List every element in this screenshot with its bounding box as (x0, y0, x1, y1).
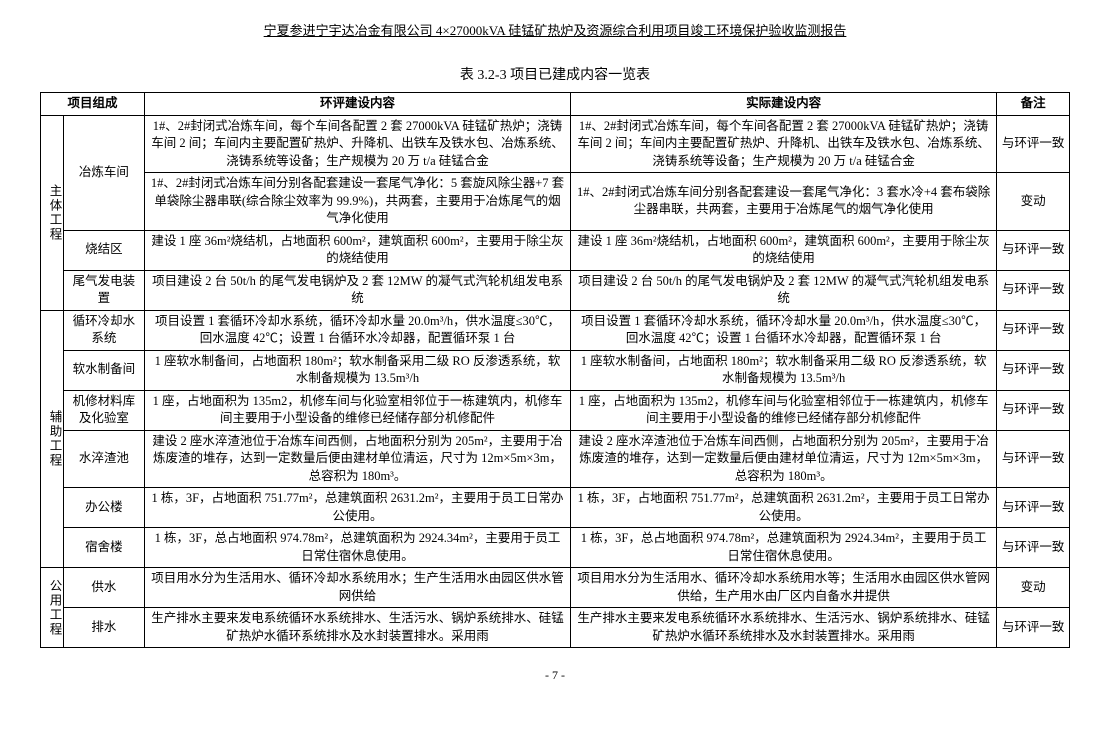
cell-note: 与环评一致 (997, 528, 1070, 568)
sub-smelting: 冶炼车间 (63, 115, 144, 230)
cell-eia: 项目建设 2 台 50t/h 的尾气发电锅炉及 2 套 12MW 的凝气式汽轮机… (144, 270, 570, 310)
cell-act: 1#、2#封闭式冶炼车间，每个车间各配置 2 套 27000kVA 硅锰矿热炉；… (571, 115, 997, 173)
cell-note: 与环评一致 (997, 270, 1070, 310)
table-row: 公用工程 供水 项目用水分为生活用水、循环冷却水系统用水；生产生活用水由园区供水… (41, 568, 1070, 608)
cell-act: 1#、2#封闭式冶炼车间分别各配套建设一套尾气净化：3 套水冷+4 套布袋除尘器… (571, 173, 997, 231)
cell-note: 与环评一致 (997, 608, 1070, 648)
sub-office: 办公楼 (63, 488, 144, 528)
col-header-actual: 实际建设内容 (571, 93, 997, 116)
cell-note: 与环评一致 (997, 230, 1070, 270)
cell-note: 与环评一致 (997, 430, 1070, 488)
cell-eia: 项目设置 1 套循环冷却水系统，循环冷却水量 20.0m³/h，供水温度≤30℃… (144, 310, 570, 350)
table-row: 水淬渣池 建设 2 座水淬渣池位于冶炼车间西侧，占地面积分别为 205m²，主要… (41, 430, 1070, 488)
cell-note: 与环评一致 (997, 488, 1070, 528)
cell-note: 与环评一致 (997, 390, 1070, 430)
page-number: - 7 - (40, 668, 1070, 683)
cell-eia: 建设 1 座 36m²烧结机，占地面积 600m²，建筑面积 600m²，主要用… (144, 230, 570, 270)
cell-eia: 项目用水分为生活用水、循环冷却水系统用水；生产生活用水由园区供水管网供给 (144, 568, 570, 608)
sub-softwater: 软水制备间 (63, 350, 144, 390)
sub-repair: 机修材料库及化验室 (63, 390, 144, 430)
sub-dorm: 宿舍楼 (63, 528, 144, 568)
cell-act: 1 座，占地面积为 135m2，机修车间与化验室相邻位于一栋建筑内，机修车间主要… (571, 390, 997, 430)
table-row: 排水 生产排水主要来发电系统循环水系统排水、生活污水、锅炉系统排水、硅锰矿热炉水… (41, 608, 1070, 648)
table-row: 烧结区 建设 1 座 36m²烧结机，占地面积 600m²，建筑面积 600m²… (41, 230, 1070, 270)
cell-eia: 1 座，占地面积为 135m2，机修车间与化验室相邻位于一栋建筑内，机修车间主要… (144, 390, 570, 430)
table-header-row: 项目组成 环评建设内容 实际建设内容 备注 (41, 93, 1070, 116)
cell-note: 与环评一致 (997, 350, 1070, 390)
cell-act: 1 栋，3F，占地面积 751.77m²，总建筑面积 2631.2m²，主要用于… (571, 488, 997, 528)
cell-eia: 1#、2#封闭式冶炼车间分别各配套建设一套尾气净化：5 套旋风除尘器+7 套单袋… (144, 173, 570, 231)
col-header-eia: 环评建设内容 (144, 93, 570, 116)
table-row: 办公楼 1 栋，3F，占地面积 751.77m²，总建筑面积 2631.2m²，… (41, 488, 1070, 528)
sub-watersupply: 供水 (63, 568, 144, 608)
sub-slag: 水淬渣池 (63, 430, 144, 488)
content-table: 项目组成 环评建设内容 实际建设内容 备注 主体工程 冶炼车间 1#、2#封闭式… (40, 92, 1070, 648)
cell-act: 1 座软水制备间，占地面积 180m²；软水制备采用二级 RO 反渗透系统，软水… (571, 350, 997, 390)
table-row: 主体工程 冶炼车间 1#、2#封闭式冶炼车间，每个车间各配置 2 套 27000… (41, 115, 1070, 173)
page-header-title: 宁夏参进宁宇达冶金有限公司 4×27000kVA 硅锰矿热炉及资源综合利用项目竣… (40, 20, 1070, 39)
table-row: 辅助工程 循环冷却水系统 项目设置 1 套循环冷却水系统，循环冷却水量 20.0… (41, 310, 1070, 350)
table-row: 尾气发电装置 项目建设 2 台 50t/h 的尾气发电锅炉及 2 套 12MW … (41, 270, 1070, 310)
group-public: 公用工程 (41, 568, 64, 648)
cell-act: 项目用水分为生活用水、循环冷却水系统用水等；生活用水由园区供水管网供给，生产用水… (571, 568, 997, 608)
table-row: 1#、2#封闭式冶炼车间分别各配套建设一套尾气净化：5 套旋风除尘器+7 套单袋… (41, 173, 1070, 231)
cell-eia: 建设 2 座水淬渣池位于冶炼车间西侧，占地面积分别为 205m²，主要用于冶炼废… (144, 430, 570, 488)
cell-act: 项目设置 1 套循环冷却水系统，循环冷却水量 20.0m³/h，供水温度≤30℃… (571, 310, 997, 350)
table-row: 机修材料库及化验室 1 座，占地面积为 135m2，机修车间与化验室相邻位于一栋… (41, 390, 1070, 430)
table-caption: 表 3.2-3 项目已建成内容一览表 (40, 64, 1070, 84)
cell-act: 建设 1 座 36m²烧结机，占地面积 600m²，建筑面积 600m²，主要用… (571, 230, 997, 270)
table-row: 宿舍楼 1 栋，3F，总占地面积 974.78m²，总建筑面积为 2924.34… (41, 528, 1070, 568)
cell-act: 生产排水主要来发电系统循环水系统排水、生活污水、锅炉系统排水、硅锰矿热炉水循环系… (571, 608, 997, 648)
table-row: 软水制备间 1 座软水制备间，占地面积 180m²；软水制备采用二级 RO 反渗… (41, 350, 1070, 390)
sub-cooling: 循环冷却水系统 (63, 310, 144, 350)
cell-eia: 1#、2#封闭式冶炼车间，每个车间各配置 2 套 27000kVA 硅锰矿热炉；… (144, 115, 570, 173)
sub-drain: 排水 (63, 608, 144, 648)
cell-act: 项目建设 2 台 50t/h 的尾气发电锅炉及 2 套 12MW 的凝气式汽轮机… (571, 270, 997, 310)
cell-note: 变动 (997, 568, 1070, 608)
group-main: 主体工程 (41, 115, 64, 310)
col-header-composition: 项目组成 (41, 93, 145, 116)
sub-sinter: 烧结区 (63, 230, 144, 270)
cell-act: 建设 2 座水淬渣池位于冶炼车间西侧，占地面积分别为 205m²，主要用于冶炼废… (571, 430, 997, 488)
cell-eia: 1 座软水制备间，占地面积 180m²；软水制备采用二级 RO 反渗透系统，软水… (144, 350, 570, 390)
cell-eia: 1 栋，3F，占地面积 751.77m²，总建筑面积 2631.2m²，主要用于… (144, 488, 570, 528)
sub-tailgas: 尾气发电装置 (63, 270, 144, 310)
cell-eia: 1 栋，3F，总占地面积 974.78m²，总建筑面积为 2924.34m²，主… (144, 528, 570, 568)
cell-act: 1 栋，3F，总占地面积 974.78m²，总建筑面积为 2924.34m²，主… (571, 528, 997, 568)
cell-note: 与环评一致 (997, 310, 1070, 350)
col-header-note: 备注 (997, 93, 1070, 116)
cell-eia: 生产排水主要来发电系统循环水系统排水、生活污水、锅炉系统排水、硅锰矿热炉水循环系… (144, 608, 570, 648)
group-aux: 辅助工程 (41, 310, 64, 568)
cell-note: 与环评一致 (997, 115, 1070, 173)
cell-note: 变动 (997, 173, 1070, 231)
